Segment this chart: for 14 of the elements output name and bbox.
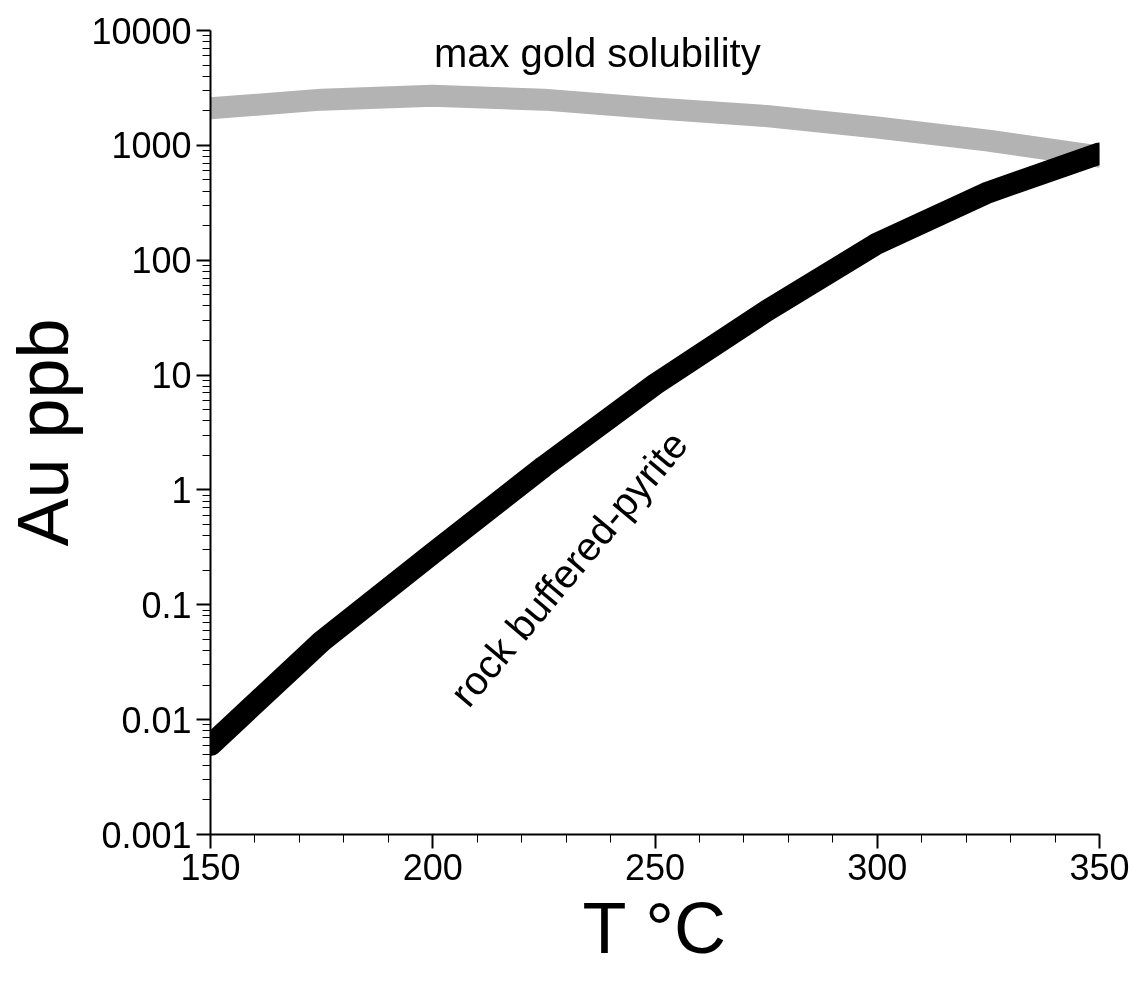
y-tick-label: 1000 (111, 125, 192, 167)
y-axis-title: Au ppb (3, 318, 84, 547)
x-tick-label: 250 (624, 846, 686, 888)
x-tick-label: 350 (1069, 846, 1130, 888)
x-tick-label: 300 (847, 846, 908, 888)
x-axis-title: T °C (582, 887, 727, 968)
y-tick-label: 10 (151, 355, 192, 397)
y-tick-label: 10000 (91, 10, 192, 52)
y-tick-label: 0.01 (121, 699, 192, 741)
y-tick-label: 100 (131, 240, 192, 282)
y-tick-label: 0.1 (141, 584, 192, 626)
y-tick-label: 1 (171, 469, 192, 511)
series-label: max gold solubility (433, 30, 761, 75)
x-tick-label: 200 (402, 846, 463, 888)
